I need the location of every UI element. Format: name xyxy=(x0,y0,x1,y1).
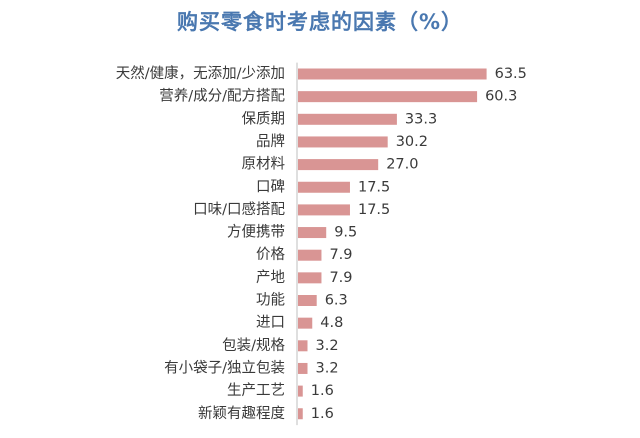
bar-2 xyxy=(298,113,397,125)
category-label-12: 包装/规格 xyxy=(222,337,285,354)
category-label-10: 功能 xyxy=(256,292,285,309)
category-label-13: 有小袋子/独立包装 xyxy=(164,359,285,376)
category-label-9: 产地 xyxy=(256,269,285,286)
bar-9 xyxy=(298,272,322,284)
bar-13 xyxy=(298,362,308,374)
value-label-14: 1.6 xyxy=(311,383,334,399)
category-label-6: 口味/口感搭配 xyxy=(193,201,285,218)
bar-8 xyxy=(298,249,322,261)
value-label-0: 63.5 xyxy=(495,66,527,82)
value-label-13: 3.2 xyxy=(316,360,339,376)
bar-15 xyxy=(298,408,303,420)
value-labels-group: 63.560.333.330.227.017.517.59.57.97.96.3… xyxy=(311,66,527,422)
value-label-4: 27.0 xyxy=(386,157,418,173)
bar-0 xyxy=(298,68,487,80)
category-label-0: 天然/健康，无添加/少添加 xyxy=(116,65,285,82)
value-label-11: 4.8 xyxy=(320,315,343,331)
bar-10 xyxy=(298,295,317,306)
category-label-1: 营养/成分/配方搭配 xyxy=(159,88,285,105)
bar-4 xyxy=(298,159,379,171)
category-label-15: 新颖有趣程度 xyxy=(198,405,285,422)
category-label-7: 方便携带 xyxy=(227,224,285,241)
bar-7 xyxy=(298,227,327,239)
category-label-2: 保质期 xyxy=(242,110,286,127)
bar-3 xyxy=(298,136,388,148)
bar-11 xyxy=(298,317,313,329)
bar-6 xyxy=(298,204,350,216)
value-label-5: 17.5 xyxy=(358,179,390,195)
value-label-8: 7.9 xyxy=(329,247,352,263)
category-labels-group: 天然/健康，无添加/少添加营养/成分/配方搭配保质期品牌原材料口碑口味/口感搭配… xyxy=(116,65,286,422)
value-label-15: 1.6 xyxy=(311,406,334,422)
bar-12 xyxy=(298,340,308,352)
value-label-2: 33.3 xyxy=(405,111,437,127)
category-label-11: 进口 xyxy=(256,314,285,331)
value-label-9: 7.9 xyxy=(329,270,352,286)
bar-1 xyxy=(298,91,478,103)
value-label-12: 3.2 xyxy=(316,338,339,354)
value-label-3: 30.2 xyxy=(396,134,428,150)
value-label-6: 17.5 xyxy=(358,202,390,218)
value-label-10: 6.3 xyxy=(325,293,348,309)
bar-14 xyxy=(298,385,303,397)
category-label-14: 生产工艺 xyxy=(227,382,285,399)
bars-group xyxy=(298,68,487,420)
category-label-3: 品牌 xyxy=(256,133,285,150)
chart-title: 购买零食时考虑的因素（%） xyxy=(176,10,464,34)
value-label-7: 9.5 xyxy=(334,225,357,241)
category-label-4: 原材料 xyxy=(242,156,286,173)
category-label-8: 价格 xyxy=(256,246,285,263)
value-label-1: 60.3 xyxy=(485,89,517,105)
category-label-5: 口碑 xyxy=(256,178,285,195)
bar-5 xyxy=(298,181,350,193)
